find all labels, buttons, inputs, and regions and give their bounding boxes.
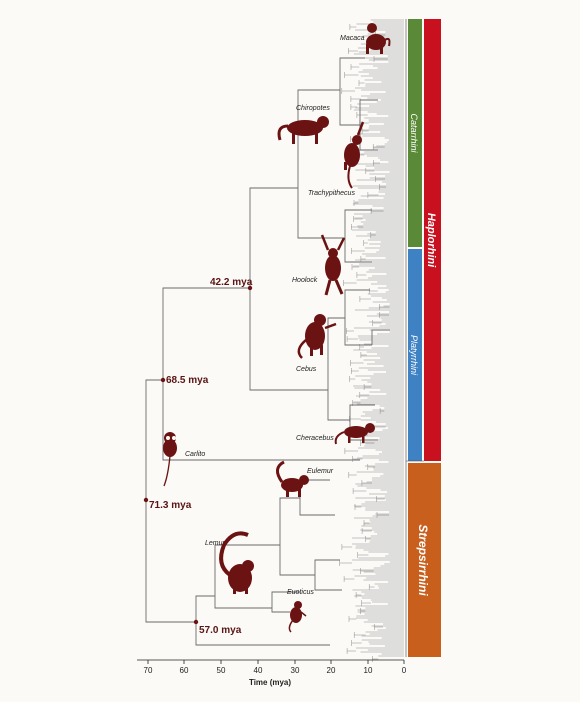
strepsirrhini-label: Strepsirrhini xyxy=(416,524,430,596)
node-label-57-0: 57.0 mya xyxy=(199,625,242,636)
catarrhini-bar xyxy=(408,19,422,247)
taxon-eulemur: Eulemur xyxy=(307,468,334,475)
platyrrhini-stem xyxy=(249,288,328,391)
taxon-trachypithecus: Trachypithecus xyxy=(308,190,355,197)
root-branch-upper xyxy=(145,379,163,500)
strepsirrhini-bar xyxy=(408,463,441,657)
haplorhini-label: Haplorhini xyxy=(425,213,437,268)
carlito-branch xyxy=(162,380,360,461)
tip-branch-lines xyxy=(339,19,404,662)
axis-tick-label: 0 xyxy=(402,666,407,675)
axis-tick-label: 30 xyxy=(291,666,300,675)
taxon-macaca: Macaca xyxy=(340,35,365,42)
axis-tick-label: 70 xyxy=(144,666,153,675)
axis-tick-label: 60 xyxy=(180,666,189,675)
catarrhini-stem xyxy=(249,187,298,288)
hoolock-silhouette-icon xyxy=(320,234,346,296)
root-branch-lower xyxy=(145,500,196,623)
backbone-branches xyxy=(145,57,390,646)
taxon-cebus: Cebus xyxy=(296,366,317,373)
platyrrhini-bar xyxy=(408,249,422,461)
haplorhini-bar xyxy=(424,19,441,461)
taxon-chiropotes: Chiropotes xyxy=(296,105,330,112)
node-label-42-2: 42.2 mya xyxy=(210,277,253,288)
node-71-3 xyxy=(143,497,149,503)
haplorhini-branch xyxy=(162,287,250,380)
cebus-silhouette-icon xyxy=(297,314,337,359)
node-label-68-5: 68.5 mya xyxy=(166,375,209,386)
node-57-0 xyxy=(193,619,199,625)
terminal-branches xyxy=(339,19,404,662)
cheracebus-silhouette-icon xyxy=(334,423,375,445)
taxon-lemur: Lemur xyxy=(205,540,226,547)
taxon-carlito: Carlito xyxy=(185,451,205,458)
carlito-silhouette-icon xyxy=(163,432,177,487)
node-42-2 xyxy=(247,285,253,291)
catarrhini-label: Catarrhini xyxy=(409,113,419,153)
axis-tick-label: 50 xyxy=(217,666,226,675)
euoticus-silhouette-icon xyxy=(288,601,307,633)
axis-tick-label: 20 xyxy=(327,666,336,675)
time-axis: 70 60 50 40 30 20 10 0 Time (mya) xyxy=(137,659,407,687)
chiropotes-silhouette-icon xyxy=(277,116,329,144)
platyrrhini-label: Platyrrhini xyxy=(409,335,419,376)
node-label-71-3: 71.3 mya xyxy=(149,500,192,511)
lemur-silhouette-icon xyxy=(219,531,254,594)
eulemur-silhouette-icon xyxy=(276,460,309,497)
taxon-hoolock: Hoolock xyxy=(292,277,318,284)
axis-title: Time (mya) xyxy=(249,678,291,687)
macaca-silhouette-icon xyxy=(366,23,391,54)
clade-bars xyxy=(405,19,441,657)
node-68-5 xyxy=(160,377,166,383)
axis-tick-label: 40 xyxy=(254,666,263,675)
trachypithecus-silhouette-icon xyxy=(344,121,365,189)
node-markers xyxy=(143,285,253,625)
taxon-cheracebus: Cheracebus xyxy=(296,435,334,442)
axis-tick-label: 10 xyxy=(364,666,373,675)
taxon-euoticus: Euoticus xyxy=(287,589,314,596)
